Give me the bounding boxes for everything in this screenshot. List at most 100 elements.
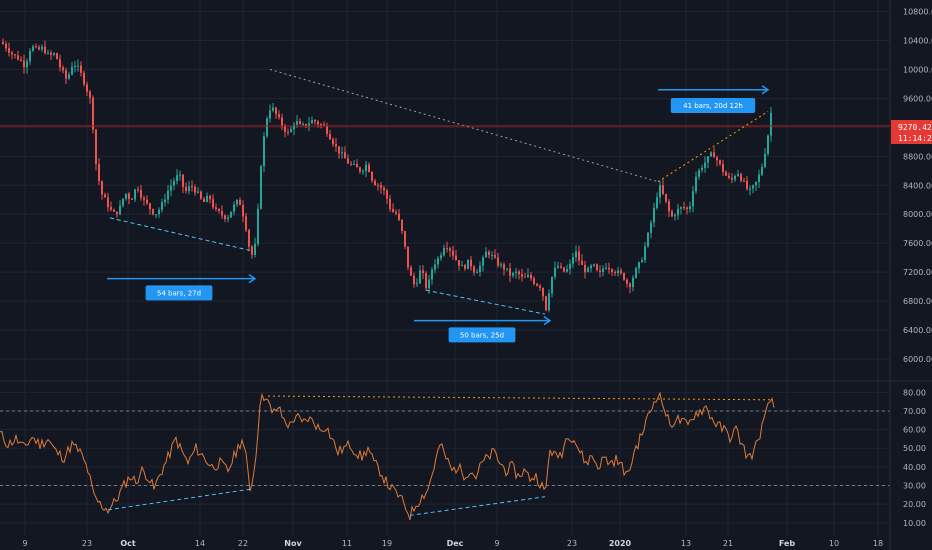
candle-body bbox=[608, 267, 610, 270]
candle bbox=[119, 200, 121, 216]
candle-body bbox=[272, 107, 274, 111]
candle bbox=[431, 267, 433, 285]
rsi-trend-line[interactable] bbox=[409, 496, 546, 516]
candle bbox=[674, 213, 676, 221]
candle-body bbox=[311, 120, 313, 124]
candle bbox=[257, 203, 259, 247]
candle bbox=[314, 119, 316, 125]
rsi-trend-line[interactable] bbox=[107, 488, 251, 511]
candle bbox=[575, 245, 577, 263]
candle bbox=[662, 179, 664, 196]
candle bbox=[221, 205, 223, 220]
rsi-trend-line[interactable] bbox=[267, 395, 771, 401]
candle-body bbox=[659, 185, 661, 198]
time-tick-label: 21 bbox=[723, 539, 733, 548]
candle bbox=[374, 178, 376, 186]
candle bbox=[455, 250, 457, 261]
candle-body bbox=[581, 260, 583, 265]
candle-body bbox=[287, 131, 289, 133]
candle bbox=[479, 261, 481, 277]
candle bbox=[695, 171, 697, 194]
price-tick-label: 8800.00 bbox=[903, 152, 932, 161]
candle bbox=[134, 188, 136, 203]
candle-body bbox=[728, 175, 730, 178]
price-tick-label: 7600.00 bbox=[903, 239, 932, 248]
candle bbox=[410, 265, 412, 276]
price-tick-label: 10400.00 bbox=[903, 37, 932, 46]
candle-body bbox=[77, 65, 79, 67]
candle bbox=[176, 169, 178, 185]
candle-body bbox=[98, 163, 100, 182]
candle-body bbox=[674, 215, 676, 217]
candle bbox=[356, 159, 358, 168]
candle-body bbox=[710, 152, 712, 157]
time-tick-label: 9 bbox=[494, 539, 499, 548]
date-range-measure[interactable]: 41 bars, 20d 12h bbox=[658, 85, 770, 113]
rsi-tick-label: 80.00 bbox=[903, 388, 926, 397]
candle bbox=[155, 213, 157, 219]
candle-body bbox=[110, 207, 112, 210]
candle bbox=[278, 110, 280, 120]
candle bbox=[26, 58, 28, 74]
candle-body bbox=[731, 177, 733, 180]
candle-body bbox=[515, 271, 517, 274]
candle-body bbox=[350, 163, 352, 165]
candle bbox=[488, 249, 490, 259]
candle bbox=[611, 268, 613, 277]
candle-body bbox=[557, 266, 559, 268]
trend-line[interactable] bbox=[109, 217, 251, 251]
candle bbox=[2, 38, 4, 45]
price-tick-label: 6400.00 bbox=[903, 326, 932, 335]
candle-body bbox=[638, 262, 640, 269]
candle-body bbox=[503, 264, 505, 270]
candle bbox=[77, 59, 79, 72]
candle bbox=[68, 71, 70, 81]
candle bbox=[482, 255, 484, 272]
candle-body bbox=[497, 257, 499, 266]
candle-body bbox=[452, 250, 454, 256]
candle bbox=[101, 180, 103, 200]
candle-body bbox=[530, 274, 532, 279]
candle bbox=[605, 263, 607, 270]
candle bbox=[542, 287, 544, 301]
candle-body bbox=[323, 124, 325, 126]
candle bbox=[32, 44, 34, 52]
candle bbox=[335, 137, 337, 153]
candle-body bbox=[257, 208, 259, 244]
candle-body bbox=[485, 251, 487, 258]
candle bbox=[224, 214, 226, 223]
candle bbox=[452, 245, 454, 260]
candle bbox=[128, 191, 130, 205]
candle-body bbox=[47, 52, 49, 54]
trend-line[interactable] bbox=[425, 289, 546, 315]
date-range-measure[interactable]: 50 bars, 25d bbox=[414, 316, 552, 343]
candle-body bbox=[203, 198, 205, 203]
candle-body bbox=[263, 136, 265, 166]
candle bbox=[473, 264, 475, 276]
candle-body bbox=[386, 190, 388, 199]
candle bbox=[590, 263, 592, 273]
candle-body bbox=[266, 118, 268, 137]
candle bbox=[260, 164, 262, 210]
measure-arrow-head bbox=[543, 316, 552, 326]
candle bbox=[11, 50, 13, 60]
candle bbox=[191, 180, 193, 192]
current-price-badge-bg bbox=[891, 120, 932, 144]
candle bbox=[737, 170, 739, 177]
candle-body bbox=[164, 199, 166, 203]
candle-body bbox=[536, 283, 538, 286]
candle-body bbox=[173, 180, 175, 186]
trend-line[interactable] bbox=[657, 111, 769, 183]
candle-body bbox=[26, 61, 28, 68]
candle-body bbox=[380, 185, 382, 188]
candle-body bbox=[5, 43, 7, 49]
candle bbox=[239, 197, 241, 206]
candle-body bbox=[146, 199, 148, 204]
candle bbox=[746, 176, 748, 191]
time-axis: 9 23 Oct 14 22 Nov 11 19 Dec 9 23 2020 13 21 Feb 10 18 bbox=[22, 539, 883, 548]
date-range-measure[interactable]: 54 bars, 27d bbox=[107, 274, 257, 301]
candle-body bbox=[518, 271, 520, 275]
candle bbox=[539, 283, 541, 292]
candle-body bbox=[605, 267, 607, 269]
candle bbox=[587, 266, 589, 273]
